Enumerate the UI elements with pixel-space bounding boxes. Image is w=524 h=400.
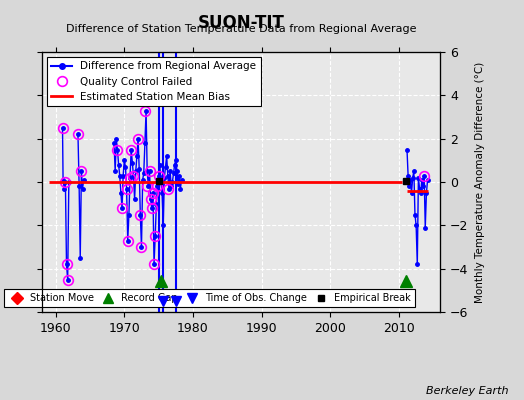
Legend: Station Move, Record Gap, Time of Obs. Change, Empirical Break: Station Move, Record Gap, Time of Obs. C…	[4, 289, 414, 307]
Text: SUON-TIT: SUON-TIT	[198, 14, 285, 32]
Y-axis label: Monthly Temperature Anomaly Difference (°C): Monthly Temperature Anomaly Difference (…	[475, 61, 485, 303]
Text: Berkeley Earth: Berkeley Earth	[426, 386, 508, 396]
Text: Difference of Station Temperature Data from Regional Average: Difference of Station Temperature Data f…	[66, 24, 416, 34]
